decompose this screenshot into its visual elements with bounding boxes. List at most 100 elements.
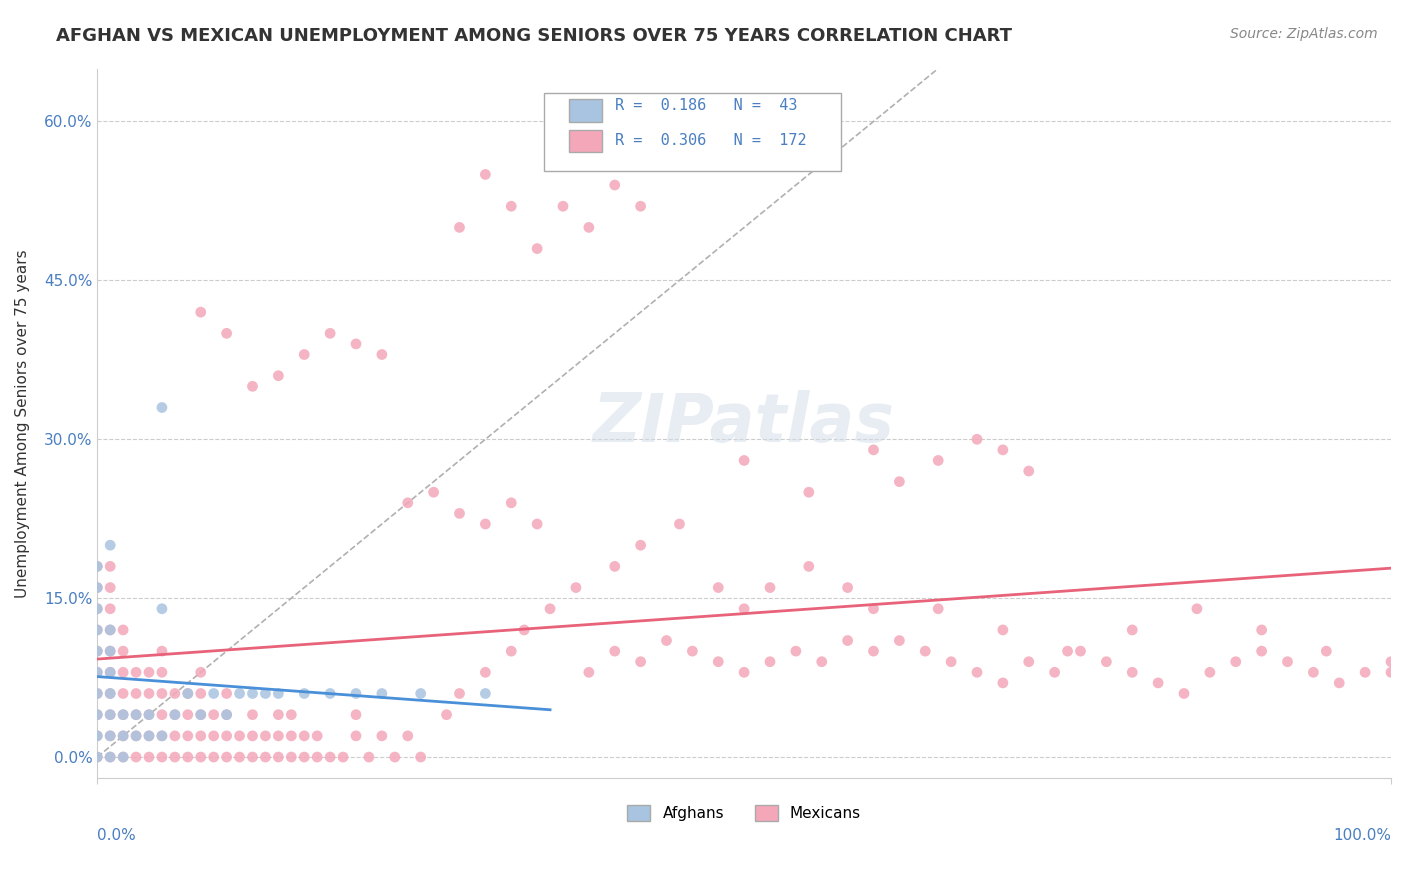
- Point: [86, 750, 108, 764]
- Point: [163, 707, 186, 722]
- Point: [1329, 676, 1351, 690]
- Text: 0.0%: 0.0%: [97, 828, 136, 843]
- Point: [202, 707, 225, 722]
- Point: [98, 644, 121, 658]
- Legend: Afghans, Mexicans: Afghans, Mexicans: [621, 799, 868, 828]
- Point: [889, 633, 911, 648]
- Point: [319, 326, 342, 341]
- Point: [98, 601, 121, 615]
- Point: [254, 750, 277, 764]
- Point: [228, 686, 250, 700]
- Point: [966, 665, 988, 680]
- Point: [292, 347, 315, 361]
- Point: [242, 729, 264, 743]
- Point: [759, 655, 782, 669]
- Point: [267, 368, 290, 383]
- Point: [889, 475, 911, 489]
- Point: [630, 199, 652, 213]
- Point: [630, 538, 652, 552]
- Point: [138, 729, 160, 743]
- Point: [759, 581, 782, 595]
- Point: [86, 601, 108, 615]
- Point: [1018, 655, 1040, 669]
- Point: [551, 199, 574, 213]
- Point: [86, 581, 108, 595]
- Point: [449, 686, 471, 700]
- Point: [501, 496, 523, 510]
- Point: [862, 442, 884, 457]
- Point: [190, 729, 212, 743]
- Point: [98, 538, 121, 552]
- Point: [292, 729, 315, 743]
- Point: [396, 496, 419, 510]
- Point: [86, 581, 108, 595]
- Point: [112, 729, 135, 743]
- Point: [215, 750, 238, 764]
- Point: [603, 644, 626, 658]
- Point: [138, 729, 160, 743]
- Point: [98, 623, 121, 637]
- Text: AFGHAN VS MEXICAN UNEMPLOYMENT AMONG SENIORS OVER 75 YEARS CORRELATION CHART: AFGHAN VS MEXICAN UNEMPLOYMENT AMONG SEN…: [56, 27, 1012, 45]
- Point: [344, 337, 367, 351]
- Point: [98, 729, 121, 743]
- Bar: [569, 99, 602, 121]
- Point: [1277, 655, 1299, 669]
- Point: [98, 686, 121, 700]
- Point: [98, 665, 121, 680]
- FancyBboxPatch shape: [544, 94, 841, 171]
- Point: [501, 199, 523, 213]
- Point: [538, 601, 561, 615]
- Point: [190, 750, 212, 764]
- Point: [785, 644, 807, 658]
- Point: [991, 623, 1014, 637]
- Point: [202, 750, 225, 764]
- Point: [810, 655, 832, 669]
- Point: [86, 750, 108, 764]
- Point: [513, 623, 536, 637]
- Point: [681, 644, 703, 658]
- Point: [1121, 665, 1143, 680]
- Point: [242, 750, 264, 764]
- Point: [177, 686, 200, 700]
- Point: [267, 686, 290, 700]
- Point: [177, 750, 200, 764]
- Point: [98, 644, 121, 658]
- Point: [630, 655, 652, 669]
- Point: [733, 601, 755, 615]
- Point: [603, 559, 626, 574]
- Point: [267, 729, 290, 743]
- Point: [526, 242, 548, 256]
- Point: [150, 686, 173, 700]
- Point: [242, 686, 264, 700]
- Point: [1056, 644, 1078, 658]
- Point: [150, 750, 173, 764]
- Point: [125, 750, 148, 764]
- Point: [177, 707, 200, 722]
- Point: [86, 686, 108, 700]
- Point: [1043, 665, 1066, 680]
- Point: [474, 168, 496, 182]
- Point: [150, 601, 173, 615]
- Point: [1225, 655, 1247, 669]
- Bar: [569, 129, 602, 153]
- Point: [86, 707, 108, 722]
- Point: [837, 581, 859, 595]
- Point: [436, 707, 458, 722]
- Point: [1354, 665, 1376, 680]
- Point: [86, 644, 108, 658]
- Point: [254, 686, 277, 700]
- Point: [292, 750, 315, 764]
- Point: [215, 729, 238, 743]
- Point: [578, 665, 600, 680]
- Point: [966, 432, 988, 446]
- Point: [371, 729, 394, 743]
- Point: [474, 686, 496, 700]
- Point: [1121, 623, 1143, 637]
- Point: [215, 326, 238, 341]
- Point: [1379, 655, 1402, 669]
- Point: [292, 686, 315, 700]
- Point: [1315, 644, 1337, 658]
- Text: ZIPatlas: ZIPatlas: [593, 391, 896, 457]
- Point: [707, 581, 730, 595]
- Point: [138, 707, 160, 722]
